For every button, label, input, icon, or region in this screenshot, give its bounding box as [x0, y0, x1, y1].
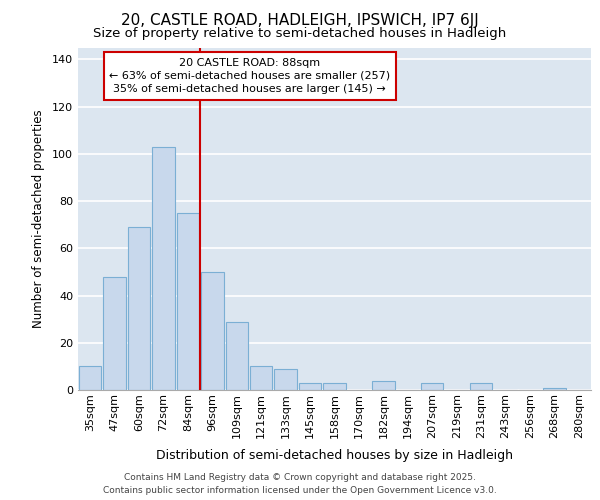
- Bar: [176, 213, 199, 390]
- Bar: [299, 383, 322, 390]
- Text: Size of property relative to semi-detached houses in Hadleigh: Size of property relative to semi-detach…: [94, 28, 506, 40]
- Text: Contains HM Land Registry data © Crown copyright and database right 2025.
Contai: Contains HM Land Registry data © Crown c…: [103, 474, 497, 495]
- Bar: [201, 272, 224, 390]
- Bar: [323, 383, 346, 390]
- Bar: [250, 366, 272, 390]
- Bar: [226, 322, 248, 390]
- Bar: [128, 227, 151, 390]
- Bar: [79, 366, 101, 390]
- X-axis label: Distribution of semi-detached houses by size in Hadleigh: Distribution of semi-detached houses by …: [156, 449, 513, 462]
- Bar: [470, 383, 493, 390]
- Text: 20 CASTLE ROAD: 88sqm
← 63% of semi-detached houses are smaller (257)
35% of sem: 20 CASTLE ROAD: 88sqm ← 63% of semi-deta…: [109, 58, 391, 94]
- Bar: [372, 380, 395, 390]
- Bar: [103, 276, 126, 390]
- Bar: [152, 146, 175, 390]
- Bar: [274, 368, 297, 390]
- Text: 20, CASTLE ROAD, HADLEIGH, IPSWICH, IP7 6JJ: 20, CASTLE ROAD, HADLEIGH, IPSWICH, IP7 …: [121, 12, 479, 28]
- Bar: [421, 383, 443, 390]
- Y-axis label: Number of semi-detached properties: Number of semi-detached properties: [32, 110, 45, 328]
- Bar: [543, 388, 566, 390]
